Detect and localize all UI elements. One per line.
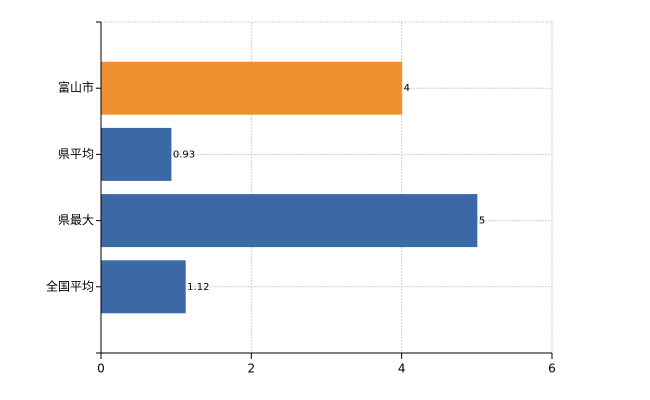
value-label: 4 <box>404 83 410 94</box>
value-label: 0.93 <box>173 149 195 160</box>
y-tick-label: 県平均 <box>58 147 94 161</box>
y-tick-label: 富山市 <box>58 80 94 95</box>
y-tick-label: 全国平均 <box>46 278 94 293</box>
bar <box>100 127 172 181</box>
bar <box>100 260 186 314</box>
y-tick-label: 県最大 <box>58 213 94 227</box>
bar <box>100 61 403 115</box>
bar <box>100 194 478 248</box>
x-tick-label: 2 <box>248 362 256 376</box>
value-label: 1.12 <box>187 282 209 293</box>
x-tick-label: 0 <box>97 362 105 376</box>
x-tick-label: 4 <box>398 362 406 376</box>
value-label: 5 <box>479 216 485 227</box>
x-tick-label: 6 <box>548 362 556 376</box>
